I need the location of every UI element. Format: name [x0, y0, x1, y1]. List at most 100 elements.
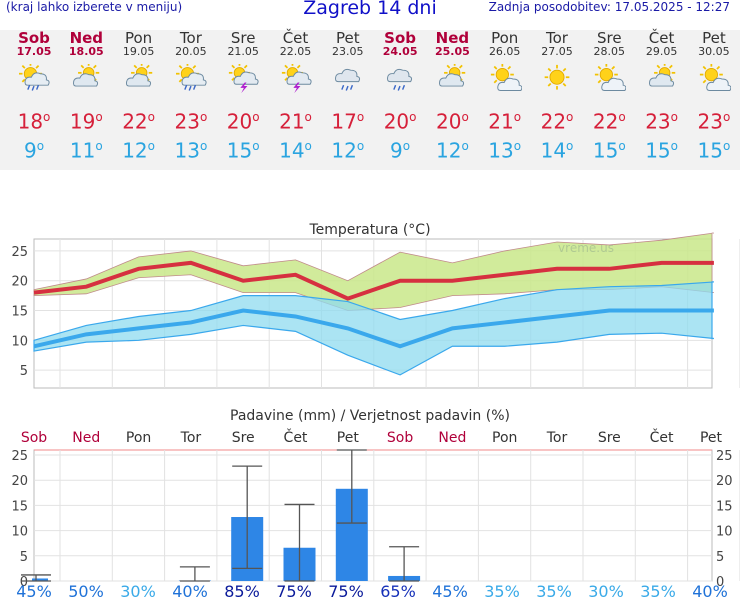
- day-date: 22.05: [279, 45, 312, 58]
- min-temperature: 14o: [540, 138, 574, 163]
- y-tick-label-right: 25: [716, 449, 733, 464]
- precip-probability: 65%: [380, 582, 416, 600]
- x-category-label: Čet: [650, 428, 674, 446]
- x-category-label: Sre: [598, 430, 621, 446]
- y-tick-label-left: 25: [11, 449, 28, 464]
- cloud-rain-icon: [334, 68, 360, 91]
- sun-shape: [229, 62, 251, 84]
- location-menu-hint[interactable]: (kraj lahko izberete v meniju): [6, 0, 183, 14]
- header-bar: (kraj lahko izberete v meniju) Zagreb 14…: [0, 0, 740, 24]
- max-temperature: 20o: [226, 109, 260, 134]
- day-date: 26.05: [488, 45, 521, 58]
- min-temp-line: [33, 308, 714, 349]
- day-name: Tor: [179, 29, 202, 47]
- day-column: Čet 29.05 23o 15o: [636, 30, 688, 162]
- sun-ray: [35, 64, 40, 69]
- cloud-shape: [601, 77, 627, 91]
- y-tick-label: 10: [11, 334, 28, 349]
- day-column: Tor 20.05 23o 13o: [165, 30, 217, 162]
- min-temperature: 15o: [226, 138, 260, 163]
- precip-probability: 45%: [16, 582, 52, 600]
- precip-probability: 30%: [588, 582, 624, 600]
- day-column: Čet 22.05 21o 14o: [270, 30, 322, 162]
- max-temperature: 22o: [122, 109, 155, 134]
- rain-drop: [340, 84, 345, 90]
- sun-ray: [283, 64, 288, 69]
- day-date: 24.05: [382, 45, 418, 58]
- rain-drop: [35, 84, 40, 90]
- day-date: 20.05: [175, 45, 207, 58]
- min-temperature: 12o: [435, 138, 469, 163]
- min-temperature: 12o: [331, 138, 365, 163]
- y-tick-label-right: 0: [716, 575, 724, 590]
- precip-probability: 85%: [224, 582, 260, 600]
- sun-ray: [178, 64, 183, 69]
- max-temperature: 20o: [383, 109, 417, 134]
- precip-probability: 40%: [692, 582, 728, 600]
- day-date: 28.05: [593, 45, 626, 58]
- rain-drop: [402, 84, 406, 90]
- cloud-shape: [73, 73, 99, 87]
- sun-disc: [600, 67, 614, 82]
- min-temperature: 15o: [697, 138, 731, 163]
- x-category-label: Ned: [438, 430, 466, 446]
- day-date: 23.05: [332, 45, 364, 58]
- cloudy-sun-icon: [73, 62, 100, 87]
- day-name: Sob: [384, 29, 417, 47]
- rain-drop: [192, 84, 196, 90]
- day-name: Pon: [491, 29, 519, 47]
- day-column: Sre 28.05 22o 15o: [583, 30, 635, 162]
- max-temperature: 23o: [645, 109, 678, 134]
- sun-ray: [133, 64, 137, 69]
- y-tick-label-left: 20: [11, 474, 28, 489]
- sun-ray: [244, 64, 248, 69]
- sun-small-cloud-icon: [490, 63, 523, 91]
- day-column: Ned 25.05 20o 12o: [426, 30, 478, 162]
- day-column: Sob 24.05 20o 9o: [374, 30, 426, 162]
- rain-drop: [188, 85, 192, 91]
- min-temperature: 15o: [645, 138, 678, 163]
- cloudy-sun-icon: [439, 62, 466, 87]
- max-temperature: 21o: [279, 109, 312, 134]
- sun-icon: [544, 64, 570, 90]
- day-date: 30.05: [698, 45, 730, 58]
- max-temperature: 22o: [592, 109, 626, 134]
- sun-ray: [547, 82, 552, 87]
- last-updated: Zadnja posodobitev: 17.05.2025 - 12:27: [488, 0, 730, 14]
- max-temperature: 21o: [488, 109, 522, 134]
- plot-area: [33, 449, 713, 582]
- rain-drop: [31, 85, 35, 91]
- sun-ray: [597, 79, 602, 84]
- rain-drop: [345, 85, 349, 91]
- sun-cloud-rain-icon: [175, 62, 207, 91]
- cloudy-sun-icon: [125, 62, 152, 87]
- day-name: Sob: [18, 29, 50, 47]
- cloud-shape: [439, 73, 465, 87]
- chart-title: Padavine (mm) / Verjetnost padavin (%): [230, 408, 510, 424]
- y-tick-label-left: 5: [20, 550, 28, 565]
- cloud-shape: [648, 73, 674, 87]
- rain-drop: [393, 84, 397, 90]
- sun-ray: [562, 82, 567, 87]
- day-name: Tor: [546, 29, 568, 47]
- rain-drop: [397, 85, 401, 91]
- min-temperature: 13o: [174, 138, 208, 163]
- precip-probability: 45%: [432, 582, 468, 600]
- cloud-shape: [286, 71, 312, 85]
- y-tick-label-left: 0: [20, 575, 28, 590]
- min-temperature: 11o: [69, 138, 103, 163]
- sun-ray: [459, 64, 464, 69]
- day-column: Ned 18.05 19o 11o: [60, 30, 112, 162]
- max-temperature: 19o: [69, 109, 103, 134]
- y-tick-label-right: 10: [716, 525, 733, 540]
- sun-ray: [656, 64, 660, 69]
- sun-ray: [145, 64, 150, 69]
- min-temperature: 15o: [592, 138, 626, 163]
- day-name: Čet: [648, 29, 675, 47]
- sun-ray: [231, 77, 236, 81]
- x-category-label: Tor: [546, 430, 568, 446]
- sun-disc: [495, 67, 509, 82]
- sun-ray: [21, 64, 26, 69]
- day-name: Ned: [69, 29, 104, 47]
- day-column: Sre 21.05 20o 15o: [217, 30, 269, 162]
